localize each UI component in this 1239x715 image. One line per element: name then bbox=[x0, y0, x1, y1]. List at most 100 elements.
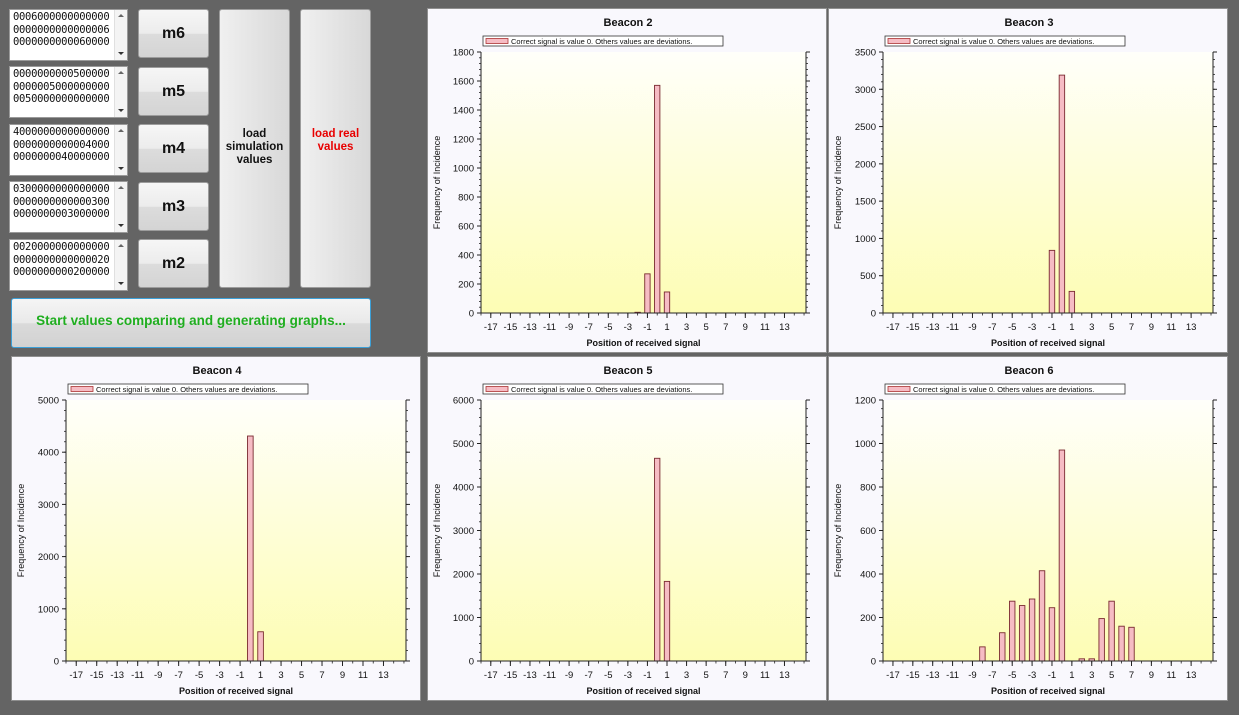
x-tick-label: -11 bbox=[543, 670, 556, 681]
x-tick-label: 7 bbox=[1129, 322, 1134, 333]
y-tick-label: 2000 bbox=[855, 159, 876, 170]
chart-beacon-5: Beacon 5 Correct signal is value 0. Other… bbox=[427, 356, 827, 701]
textbox-line: 0000000000000020 bbox=[13, 253, 110, 266]
x-tick-label: 3 bbox=[684, 322, 689, 333]
m5-button[interactable]: m5 bbox=[138, 67, 209, 116]
button-label-line: load real bbox=[311, 128, 360, 140]
textbox-line: 0000000000500000 bbox=[13, 68, 110, 80]
x-tick-label: -15 bbox=[504, 670, 518, 681]
bar bbox=[1009, 600, 1016, 662]
chart-beacon-4: Beacon 4 Correct signal is value 0. Other… bbox=[11, 356, 421, 701]
x-tick-label: -15 bbox=[906, 670, 920, 681]
legend-swatch bbox=[70, 386, 94, 392]
x-tick-label: -3 bbox=[624, 670, 632, 681]
x-tick-label: 11 bbox=[1166, 670, 1176, 681]
scrollbar[interactable] bbox=[114, 125, 127, 175]
x-axis-label: Position of received signal bbox=[991, 338, 1105, 348]
textbox-m3[interactable]: 0300000000000000 0000000000000300 000000… bbox=[9, 181, 128, 233]
y-tick-label: 0 bbox=[469, 657, 474, 668]
textbox-line: 0000000003000000 bbox=[13, 208, 110, 220]
bar bbox=[1048, 249, 1056, 314]
m4-button[interactable]: m4 bbox=[138, 124, 209, 173]
x-tick-label: 9 bbox=[1149, 670, 1154, 681]
x-tick-label: 11 bbox=[760, 670, 770, 681]
x-tick-label: 9 bbox=[743, 670, 748, 681]
bar bbox=[979, 646, 986, 662]
x-tick-label: -5 bbox=[195, 670, 203, 681]
start-comparing-button[interactable]: Start values comparing and generating gr… bbox=[11, 298, 371, 348]
x-tick-label: -11 bbox=[946, 322, 959, 333]
bar bbox=[1068, 290, 1076, 314]
scrollbar[interactable] bbox=[114, 67, 127, 117]
x-tick-label: 1 bbox=[664, 322, 669, 333]
bar bbox=[654, 457, 661, 662]
y-tick-label: 3000 bbox=[38, 500, 59, 511]
chart-beacon-3: Beacon 3 Correct signal is value 0. Other… bbox=[828, 8, 1228, 353]
x-tick-label: -7 bbox=[584, 670, 592, 681]
bar bbox=[1128, 626, 1135, 662]
m3-button[interactable]: m3 bbox=[138, 182, 209, 231]
textbox-m6[interactable]: 0006000000000000 0000000000000006 000000… bbox=[9, 9, 128, 61]
scrollbar[interactable] bbox=[114, 240, 127, 290]
x-tick-label: -13 bbox=[523, 322, 537, 333]
x-tick-label: -7 bbox=[988, 670, 996, 681]
y-tick-label: 1200 bbox=[855, 396, 876, 407]
x-tick-label: -17 bbox=[886, 670, 900, 681]
y-tick-label: 2000 bbox=[453, 570, 474, 581]
y-tick-label: 4000 bbox=[453, 483, 474, 494]
y-tick-label: 5000 bbox=[38, 396, 59, 407]
legend-label: Correct signal is value 0. Others values… bbox=[511, 385, 692, 394]
chart-svg: Beacon 5 Correct signal is value 0. Other… bbox=[432, 365, 810, 696]
chart-title: Beacon 5 bbox=[604, 365, 653, 377]
chart-title: Beacon 3 bbox=[1005, 17, 1054, 29]
x-tick-label: 13 bbox=[779, 670, 790, 681]
button-label-line: simulation bbox=[225, 140, 284, 153]
x-tick-label: -7 bbox=[988, 322, 996, 333]
chart-title: Beacon 6 bbox=[1005, 365, 1054, 377]
m6-button[interactable]: m6 bbox=[138, 9, 209, 58]
x-tick-label: -15 bbox=[906, 322, 920, 333]
textbox-m4[interactable]: 4000000000000000 0000000000004000 000000… bbox=[9, 124, 128, 176]
y-tick-label: 3000 bbox=[453, 526, 474, 537]
x-tick-label: -13 bbox=[523, 670, 537, 681]
m2-button[interactable]: m2 bbox=[138, 239, 209, 288]
y-tick-label: 400 bbox=[860, 570, 876, 581]
x-tick-label: -9 bbox=[968, 670, 976, 681]
load-real-values-button[interactable]: load real values bbox=[300, 9, 371, 288]
legend-swatch bbox=[887, 386, 911, 392]
x-tick-label: -11 bbox=[946, 670, 959, 681]
x-tick-label: -17 bbox=[886, 322, 900, 333]
y-tick-label: 0 bbox=[54, 657, 59, 668]
bar bbox=[663, 580, 671, 662]
y-tick-label: 400 bbox=[458, 251, 474, 262]
x-axis-label: Position of received signal bbox=[179, 686, 293, 696]
button-label-line: load bbox=[242, 127, 267, 140]
chart-svg: Beacon 6 Correct signal is value 0. Other… bbox=[833, 365, 1217, 696]
x-tick-label: 3 bbox=[684, 670, 689, 681]
x-tick-label: 1 bbox=[1069, 670, 1074, 681]
x-tick-label: 11 bbox=[1166, 322, 1176, 333]
textbox-line: 0000005000000000 bbox=[13, 80, 110, 93]
textbox-m5[interactable]: 0000000000500000 0000005000000000 005000… bbox=[9, 66, 128, 118]
x-tick-label: -13 bbox=[110, 670, 124, 681]
x-tick-label: -1 bbox=[643, 670, 651, 681]
bar bbox=[663, 291, 671, 314]
load-simulation-values-button[interactable]: load simulation values bbox=[219, 9, 290, 288]
x-tick-label: -5 bbox=[1008, 322, 1016, 333]
textbox-line: 0000000000000006 bbox=[13, 23, 110, 36]
scrollbar[interactable] bbox=[114, 10, 127, 60]
x-tick-label: 5 bbox=[299, 670, 304, 681]
y-tick-label: 1500 bbox=[855, 197, 876, 208]
y-tick-label: 600 bbox=[458, 222, 474, 233]
x-tick-label: -11 bbox=[131, 670, 144, 681]
textbox-m2[interactable]: 0020000000000000 0000000000000020 000000… bbox=[9, 239, 128, 291]
bar bbox=[644, 273, 651, 314]
bar bbox=[1038, 570, 1046, 662]
textbox-line: 0000000000004000 bbox=[13, 138, 110, 151]
x-tick-label: -3 bbox=[1028, 322, 1036, 333]
x-tick-label: -13 bbox=[926, 670, 940, 681]
y-tick-label: 3000 bbox=[855, 85, 876, 96]
scrollbar[interactable] bbox=[114, 182, 127, 232]
y-tick-label: 1000 bbox=[855, 234, 876, 245]
y-tick-label: 0 bbox=[871, 309, 876, 320]
